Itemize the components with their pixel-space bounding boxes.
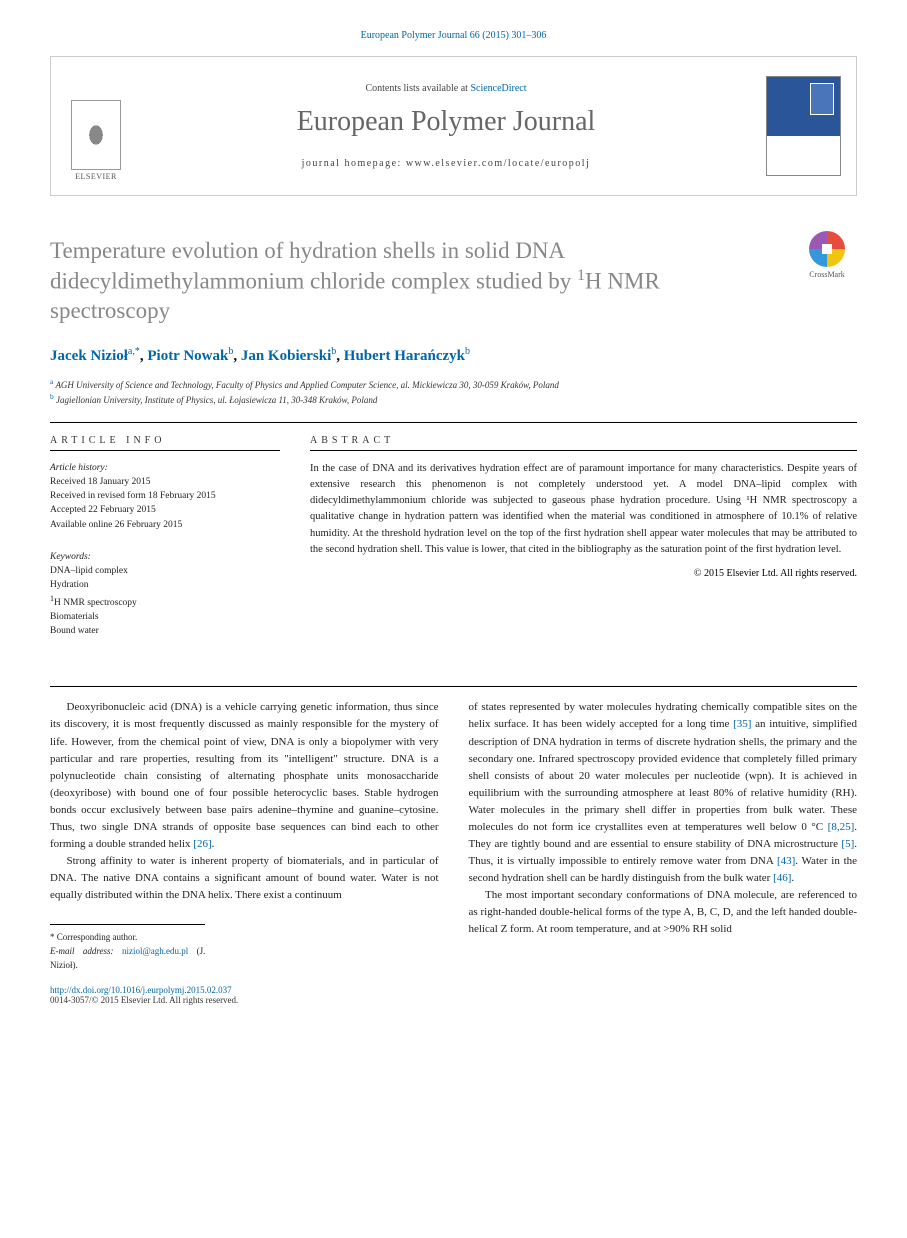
homepage-prefix: journal homepage:: [302, 158, 406, 169]
abstract-column: abstract In the case of DNA and its deri…: [310, 435, 857, 657]
journal-banner: ELSEVIER Contents lists available at Sci…: [50, 56, 857, 196]
ref-5[interactable]: [5]: [841, 838, 854, 850]
title-part1: Temperature evolution of hydration shell…: [50, 238, 577, 294]
sciencedirect-link[interactable]: ScienceDirect: [470, 83, 526, 94]
abstract-text: In the case of DNA and its derivatives h…: [310, 461, 857, 559]
corresponding-author: * Corresponding author.: [50, 931, 205, 945]
journal-cover-thumbnail: [766, 76, 841, 176]
email-line: E-mail address: niziol@agh.edu.pl (J. Ni…: [50, 945, 205, 973]
publisher-logo: ELSEVIER: [66, 71, 126, 181]
ref-8-25[interactable]: [8,25]: [828, 821, 855, 833]
accepted-date: Accepted 22 February 2015: [50, 503, 280, 517]
journal-title: European Polymer Journal: [136, 106, 756, 138]
bottom-info: http://dx.doi.org/10.1016/j.eurpolymj.20…: [50, 985, 857, 1005]
crossmark-label: CrossMark: [797, 270, 857, 279]
article-title: Temperature evolution of hydration shell…: [50, 236, 857, 326]
received-date: Received 18 January 2015: [50, 475, 280, 489]
author-2[interactable]: Piotr Nowak: [147, 348, 228, 364]
keyword-1: DNA–lipid complex: [50, 564, 280, 578]
contents-line: Contents lists available at ScienceDirec…: [136, 83, 756, 94]
keyword-5: Bound water: [50, 624, 280, 638]
issn-copyright: 0014-3057/© 2015 Elsevier Ltd. All right…: [50, 995, 857, 1005]
abstract-heading: abstract: [310, 435, 857, 446]
doi-link[interactable]: http://dx.doi.org/10.1016/j.eurpolymj.20…: [50, 985, 232, 995]
body-paragraph-1: Deoxyribonucleic acid (DNA) is a vehicle…: [50, 699, 439, 852]
body-paragraph-3: of states represented by water molecules…: [469, 699, 858, 887]
body-paragraph-4: The most important secondary conformatio…: [469, 887, 858, 938]
homepage-url: www.elsevier.com/locate/europolj: [406, 158, 591, 169]
homepage-line: journal homepage: www.elsevier.com/locat…: [136, 158, 756, 169]
body-col-left: Deoxyribonucleic acid (DNA) is a vehicle…: [50, 699, 439, 972]
footnotes: * Corresponding author. E-mail address: …: [50, 924, 205, 973]
info-heading: article info: [50, 435, 280, 446]
article-info-column: article info Article history: Received 1…: [50, 435, 280, 657]
online-date: Available online 26 February 2015: [50, 518, 280, 532]
info-abstract-row: article info Article history: Received 1…: [50, 435, 857, 657]
email-link[interactable]: niziol@agh.edu.pl: [122, 946, 188, 956]
revised-date: Received in revised form 18 February 201…: [50, 489, 280, 503]
affiliations: a AGH University of Science and Technolo…: [50, 377, 857, 406]
crossmark-icon: [809, 231, 845, 267]
divider: [50, 422, 857, 423]
keywords-block: Keywords: DNA–lipid complex Hydration 1H…: [50, 550, 280, 639]
elsevier-tree-icon: [71, 100, 121, 170]
ref-35[interactable]: [35]: [733, 718, 751, 730]
article-history: Article history: Received 18 January 201…: [50, 461, 280, 532]
crossmark-badge[interactable]: CrossMark: [797, 231, 857, 291]
body-paragraph-2: Strong affinity to water is inherent pro…: [50, 853, 439, 904]
author-4[interactable]: Hubert Harańczyk: [344, 348, 465, 364]
keywords-label: Keywords:: [50, 550, 280, 564]
ref-26[interactable]: [26]: [193, 838, 211, 850]
author-3[interactable]: Jan Kobierski: [241, 348, 331, 364]
body-col-right: of states represented by water molecules…: [469, 699, 858, 972]
ref-43[interactable]: [43]: [777, 855, 795, 867]
authors-line: Jacek Nizioła,*, Piotr Nowakb, Jan Kobie…: [50, 346, 857, 365]
author-1[interactable]: Jacek Nizioł: [50, 348, 128, 364]
ref-46[interactable]: [46]: [773, 872, 791, 884]
citation-header: European Polymer Journal 66 (2015) 301–3…: [50, 30, 857, 41]
affiliation-a: a AGH University of Science and Technolo…: [50, 377, 857, 392]
keyword-3: 1H NMR spectroscopy: [50, 593, 280, 610]
abstract-copyright: © 2015 Elsevier Ltd. All rights reserved…: [310, 568, 857, 579]
body-columns: Deoxyribonucleic acid (DNA) is a vehicle…: [50, 699, 857, 972]
keyword-4: Biomaterials: [50, 610, 280, 624]
history-label: Article history:: [50, 461, 280, 475]
keyword-2: Hydration: [50, 578, 280, 592]
citation-text: European Polymer Journal 66 (2015) 301–3…: [361, 30, 547, 41]
affiliation-b: b Jagiellonian University, Institute of …: [50, 392, 857, 407]
publisher-name: ELSEVIER: [75, 172, 117, 181]
divider-2: [50, 686, 857, 687]
banner-center: Contents lists available at ScienceDirec…: [126, 83, 766, 169]
contents-prefix: Contents lists available at: [365, 83, 470, 94]
